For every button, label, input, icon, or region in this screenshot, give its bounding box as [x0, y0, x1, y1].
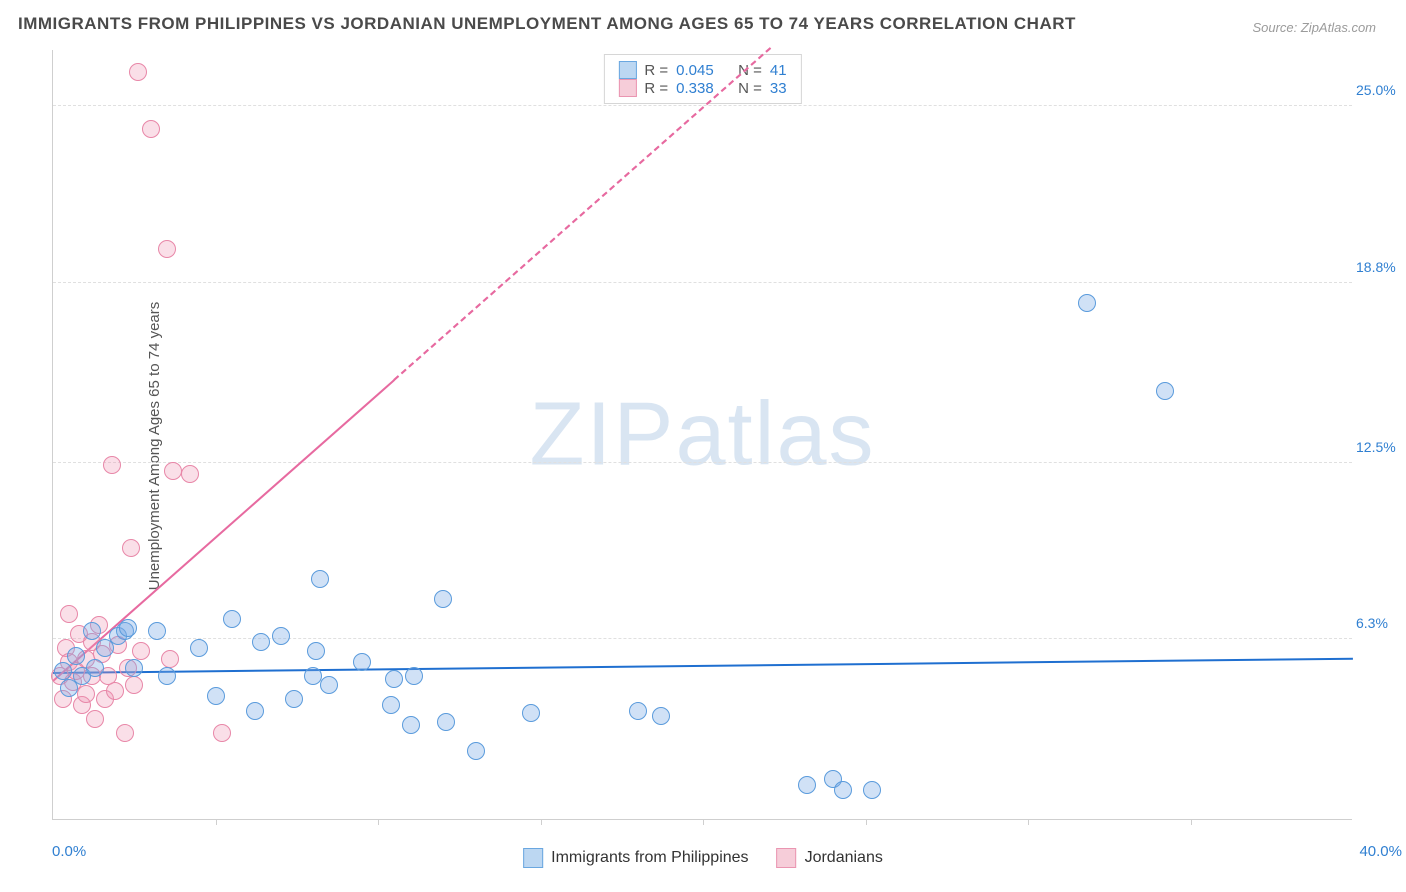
r-key: R = [644, 62, 668, 79]
data-point [213, 724, 231, 742]
data-point [83, 622, 101, 640]
r-value: 0.045 [676, 62, 730, 79]
n-value: 41 [770, 62, 787, 79]
data-point [106, 682, 124, 700]
x-tick [866, 819, 867, 825]
x-tick [703, 819, 704, 825]
data-point [119, 619, 137, 637]
data-point [434, 590, 452, 608]
data-point [158, 240, 176, 258]
data-point [307, 642, 325, 660]
x-tick [541, 819, 542, 825]
data-point [402, 716, 420, 734]
data-point [181, 465, 199, 483]
correlation-legend: R =0.045N =41R =0.338N =33 [603, 54, 801, 104]
legend-stat-row: R =0.338N =33 [618, 79, 786, 97]
n-value: 33 [770, 80, 787, 97]
r-key: R = [644, 80, 668, 97]
x-tick [378, 819, 379, 825]
data-point [285, 690, 303, 708]
data-point [122, 539, 140, 557]
data-point [304, 667, 322, 685]
data-point [86, 659, 104, 677]
data-point [522, 704, 540, 722]
series-legend: Immigrants from Philippines Jordanians [523, 848, 883, 868]
data-point [272, 627, 290, 645]
y-tick-label: 25.0% [1356, 82, 1402, 98]
gridline [53, 638, 1352, 639]
trend-line [52, 379, 395, 681]
data-point [467, 742, 485, 760]
y-tick-label: 6.3% [1356, 615, 1402, 631]
data-point [252, 633, 270, 651]
trend-line [394, 47, 772, 381]
data-point [60, 605, 78, 623]
data-point [103, 456, 121, 474]
chart-title: IMMIGRANTS FROM PHILIPPINES VS JORDANIAN… [18, 14, 1076, 34]
data-point [164, 462, 182, 480]
x-tick [216, 819, 217, 825]
data-point [125, 659, 143, 677]
legend-item: Jordanians [777, 848, 883, 868]
x-tick [1191, 819, 1192, 825]
data-point [1078, 294, 1096, 312]
data-point [161, 650, 179, 668]
legend-swatch [618, 61, 636, 79]
data-point [353, 653, 371, 671]
data-point [1156, 382, 1174, 400]
trend-line [53, 657, 1353, 673]
legend-item: Immigrants from Philippines [523, 848, 748, 868]
legend-label: Immigrants from Philippines [551, 849, 748, 867]
watermark-bold: ZIP [529, 384, 675, 484]
scatter-plot-area: ZIPatlas R =0.045N =41R =0.338N =33 6.3%… [52, 50, 1352, 820]
data-point [385, 670, 403, 688]
data-point [116, 724, 134, 742]
data-point [86, 710, 104, 728]
data-point [834, 781, 852, 799]
x-axis-max-label: 40.0% [1359, 843, 1402, 860]
legend-label: Jordanians [805, 849, 883, 867]
data-point [142, 120, 160, 138]
data-point [798, 776, 816, 794]
data-point [148, 622, 166, 640]
data-point [629, 702, 647, 720]
y-tick-label: 12.5% [1356, 439, 1402, 455]
data-point [190, 639, 208, 657]
data-point [158, 667, 176, 685]
data-point [125, 676, 143, 694]
legend-swatch [777, 848, 797, 868]
data-point [67, 647, 85, 665]
data-point [54, 662, 72, 680]
x-axis-min-label: 0.0% [52, 843, 86, 860]
data-point [437, 713, 455, 731]
data-point [405, 667, 423, 685]
data-point [382, 696, 400, 714]
legend-stat-row: R =0.045N =41 [618, 61, 786, 79]
x-tick [1028, 819, 1029, 825]
y-tick-label: 18.8% [1356, 259, 1402, 275]
data-point [207, 687, 225, 705]
data-point [132, 642, 150, 660]
data-point [77, 685, 95, 703]
n-key: N = [738, 80, 762, 97]
legend-swatch [618, 79, 636, 97]
gridline [53, 462, 1352, 463]
watermark-thin: atlas [675, 384, 875, 484]
data-point [652, 707, 670, 725]
watermark-text: ZIPatlas [529, 383, 875, 486]
legend-swatch [523, 848, 543, 868]
gridline [53, 282, 1352, 283]
data-point [863, 781, 881, 799]
data-point [223, 610, 241, 628]
data-point [246, 702, 264, 720]
data-point [320, 676, 338, 694]
data-point [129, 63, 147, 81]
data-point [311, 570, 329, 588]
source-attribution: Source: ZipAtlas.com [1252, 20, 1376, 35]
